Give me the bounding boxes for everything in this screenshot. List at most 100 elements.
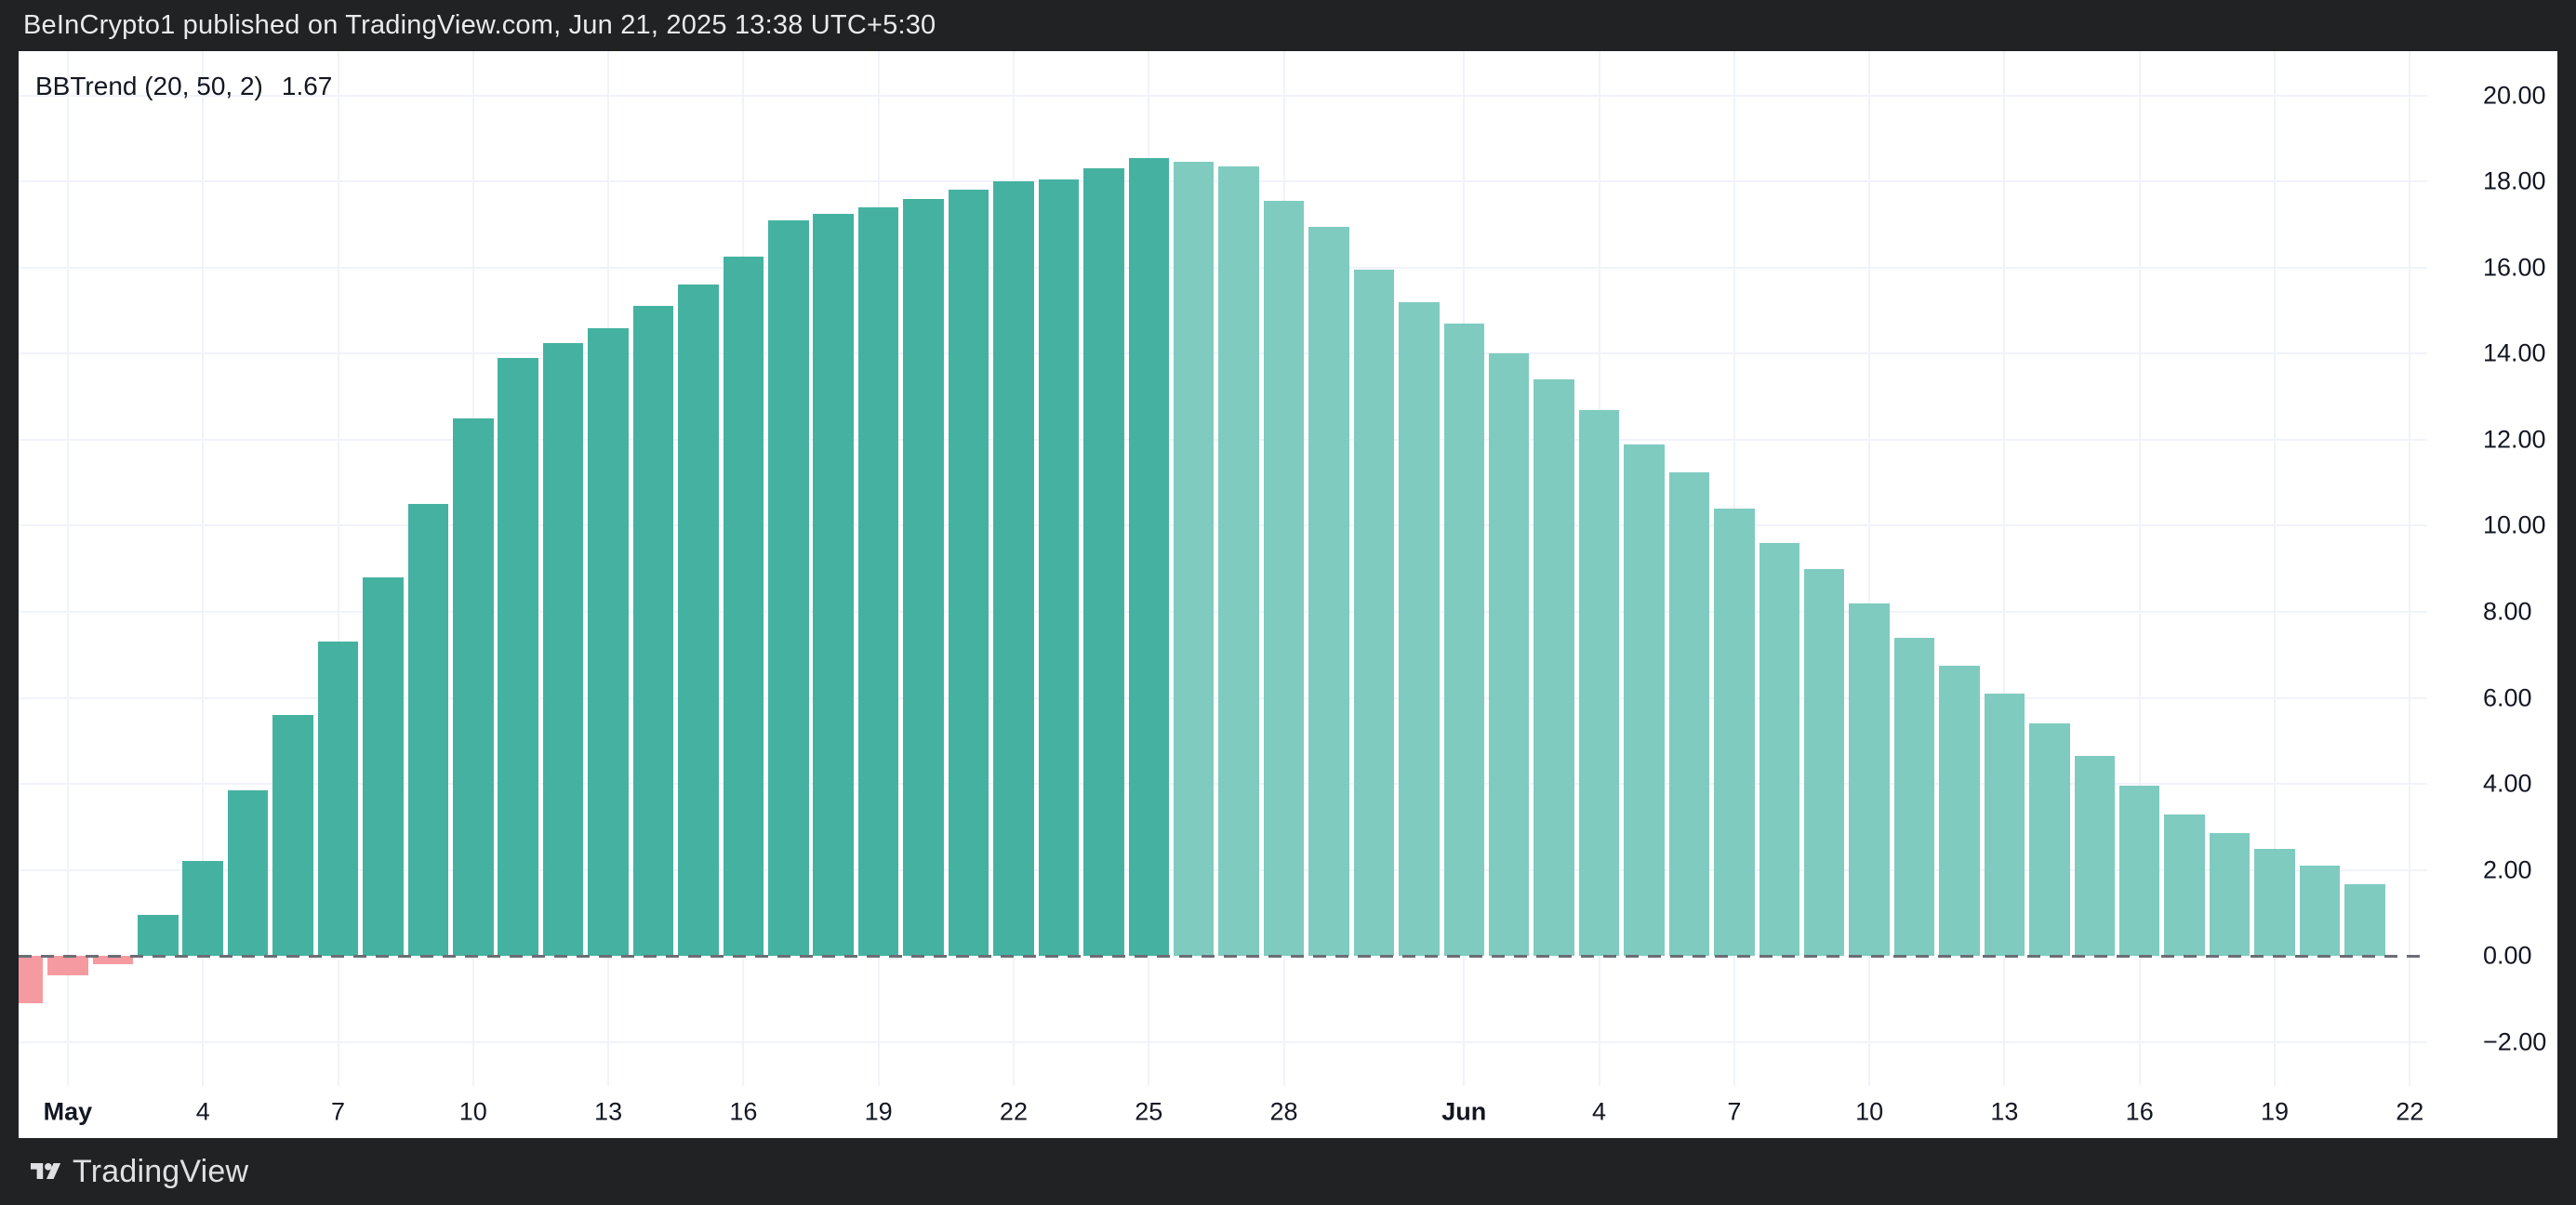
histogram-bar [1939, 665, 1980, 957]
time-axis-label: 22 [999, 1097, 1028, 1126]
histogram-bar [723, 257, 764, 957]
histogram-bar [19, 956, 44, 1004]
time-axis-label: 13 [1990, 1097, 2019, 1126]
indicator-title: BBTrend (20, 50, 2) [35, 72, 263, 100]
price-axis-label: 4.00 [2483, 769, 2532, 798]
histogram-bar [2029, 723, 2070, 957]
histogram-bar [1218, 166, 1259, 957]
snapshot-header: BeInCrypto1 published on TradingView.com… [0, 0, 2576, 51]
histogram-bar [768, 219, 809, 957]
histogram-bar [1128, 157, 1169, 957]
vertical-gridline [202, 51, 205, 1086]
histogram-bar [2344, 883, 2385, 957]
histogram-bar [857, 206, 899, 957]
histogram-bar [272, 715, 313, 957]
vertical-gridline [2409, 51, 2411, 1086]
price-axis-label: 18.00 [2483, 166, 2546, 195]
histogram-bar [542, 342, 584, 957]
histogram-bar [2209, 833, 2251, 957]
histogram-bar [1849, 602, 1890, 957]
time-axis-label: Jun [1441, 1097, 1487, 1126]
tradingview-brand-link[interactable]: TradingView [73, 1153, 249, 1189]
vertical-gridline [2274, 51, 2276, 1086]
histogram-bar [1714, 508, 1755, 957]
histogram-bar [47, 956, 88, 976]
histogram-bar [363, 576, 404, 957]
time-axis[interactable]: May 4 7 10 13 16 19 22 25 28 Jun 4 7 10 13 16 19 22 [19, 1086, 2557, 1138]
histogram-bar [1578, 409, 1620, 957]
time-axis-label: 25 [1135, 1097, 1163, 1126]
histogram-bar [227, 790, 269, 957]
price-axis-label: 16.00 [2483, 253, 2546, 282]
price-axis-label: 0.00 [2483, 941, 2532, 970]
plot-area[interactable] [19, 51, 2427, 1086]
time-axis-label: 4 [195, 1097, 210, 1126]
vertical-gridline [2138, 51, 2141, 1086]
histogram-bar [1759, 542, 1800, 957]
price-axis-label: 14.00 [2483, 338, 2546, 367]
histogram-bar [588, 327, 629, 957]
vertical-gridline [66, 51, 69, 1086]
time-axis-label: May [43, 1097, 93, 1126]
histogram-bar [1173, 162, 1215, 957]
histogram-bar [1624, 444, 1665, 957]
histogram-bar [182, 861, 223, 957]
histogram-bar [1488, 353, 1530, 957]
histogram-bar [1534, 379, 1574, 957]
price-axis-label: 2.00 [2483, 855, 2532, 884]
histogram-bar [498, 357, 538, 957]
time-axis-label: 28 [1269, 1097, 1298, 1126]
vertical-gridline [1868, 51, 1871, 1086]
tradingview-logo-icon [31, 1162, 61, 1179]
price-axis-label: 8.00 [2483, 597, 2532, 626]
histogram-bar [407, 504, 449, 957]
histogram-bar [1668, 471, 1710, 957]
histogram-bar [1083, 168, 1124, 957]
time-axis-label: 7 [1727, 1097, 1742, 1126]
time-axis-label: 10 [1855, 1097, 1884, 1126]
zero-baseline [19, 955, 2427, 959]
time-axis-label: 22 [2396, 1097, 2424, 1126]
indicator-value: 1.67 [281, 72, 333, 100]
histogram-bar [1893, 637, 1935, 957]
chart-card: BBTrend (20, 50, 2) 1.67 20.00 18.00 16.00 1… [19, 51, 2557, 1138]
histogram-bar [813, 213, 854, 957]
histogram-bar [2254, 848, 2295, 957]
price-axis-label: 6.00 [2483, 683, 2532, 712]
time-axis-label: 13 [594, 1097, 623, 1126]
histogram-bar [903, 198, 944, 957]
price-axis[interactable]: 20.00 18.00 16.00 14.00 12.00 10.00 8.00 6.00 4.… [2427, 51, 2557, 1086]
horizontal-gridline [19, 94, 2427, 97]
time-axis-label: 10 [458, 1097, 487, 1126]
histogram-bar [678, 285, 719, 957]
histogram-bar [138, 915, 179, 957]
histogram-bar [632, 306, 674, 957]
histogram-bar [453, 417, 494, 957]
histogram-bar [2074, 756, 2116, 957]
histogram-bar [1263, 201, 1305, 957]
histogram-bar [948, 190, 989, 957]
histogram-bar [1038, 179, 1080, 957]
vertical-gridline [2003, 51, 2006, 1086]
vertical-gridline [337, 51, 339, 1086]
histogram-bar [2299, 866, 2341, 957]
histogram-bar [1353, 270, 1395, 957]
histogram-bar [92, 956, 134, 965]
time-axis-label: 7 [330, 1097, 346, 1126]
histogram-bar [1443, 323, 1484, 957]
price-axis-label: −2.00 [2483, 1027, 2547, 1056]
histogram-bar [2164, 814, 2205, 957]
price-axis-label: 12.00 [2483, 425, 2546, 454]
price-axis-label: 10.00 [2483, 510, 2546, 539]
time-axis-label: 19 [2260, 1097, 2290, 1126]
histogram-bar [317, 642, 359, 957]
time-axis-label: 16 [729, 1097, 758, 1126]
histogram-bar [1984, 693, 2025, 957]
time-axis-label: 16 [2125, 1097, 2154, 1126]
indicator-legend[interactable]: BBTrend (20, 50, 2) 1.67 [35, 72, 332, 101]
time-axis-label: 19 [864, 1097, 893, 1126]
histogram-bar [1308, 226, 1349, 957]
histogram-bar [993, 181, 1034, 957]
price-axis-label: 20.00 [2483, 81, 2546, 110]
